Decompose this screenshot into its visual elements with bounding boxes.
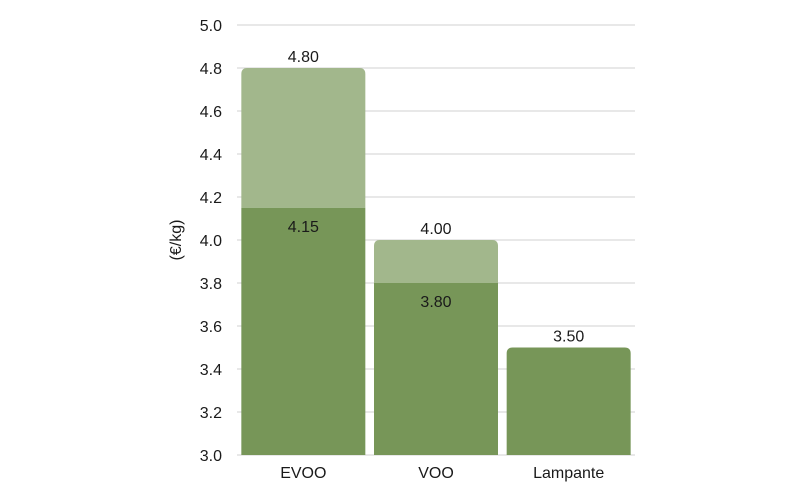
y-tick-label: 4.8: [200, 61, 222, 78]
y-tick-label: 3.6: [200, 319, 222, 336]
y-tick-label: 3.0: [200, 448, 222, 465]
data-label-low: 3.80: [420, 294, 451, 311]
x-axis-categories: EVOO VOO Lampante: [280, 465, 604, 482]
y-tick-label: 3.2: [200, 405, 222, 422]
x-category-label: Lampante: [533, 465, 604, 482]
data-label-high: 4.80: [288, 49, 319, 66]
y-tick-label: 5.0: [200, 18, 222, 35]
y-tick-label: 4.4: [200, 147, 222, 164]
y-tick-label: 3.4: [200, 362, 222, 379]
y-tick-label: 4.2: [200, 190, 222, 207]
y-tick-label: 4.0: [200, 233, 222, 250]
bars: [241, 68, 631, 455]
bar-low-segment: [241, 207, 366, 455]
data-label-high: 4.00: [420, 221, 451, 238]
data-label-low: 4.15: [288, 219, 319, 236]
x-category-label: EVOO: [280, 465, 326, 482]
bar-low-segment: [506, 347, 631, 455]
y-axis-ticks: 3.0 3.2 3.4 3.6 3.8 4.0 4.2 4.4 4.6 4.8 5.0: [200, 18, 222, 465]
data-label-high: 3.50: [553, 329, 584, 346]
data-labels: 4.80 4.15 4.00 3.80 3.50: [288, 49, 585, 346]
y-axis-title: (€/kg): [168, 220, 185, 261]
bar-high-segment: [241, 68, 366, 208]
y-tick-label: 4.6: [200, 104, 222, 121]
bar-high-segment: [374, 240, 498, 283]
y-tick-label: 3.8: [200, 276, 222, 293]
x-category-label: VOO: [418, 465, 454, 482]
bar-low-segment: [374, 283, 498, 455]
